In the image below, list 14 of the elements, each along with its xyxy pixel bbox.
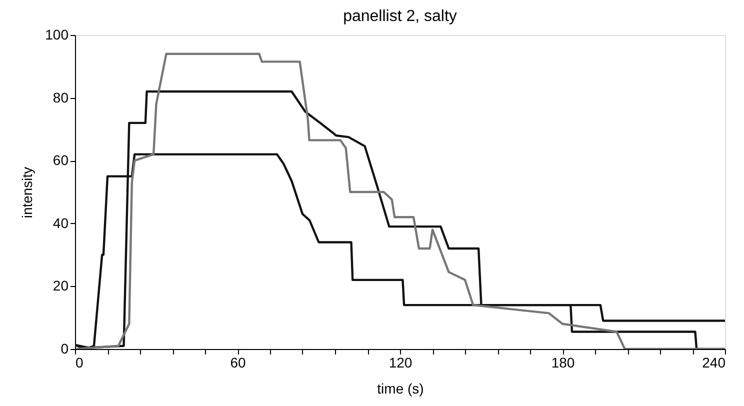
y-tick-label: 100 [45, 26, 69, 42]
y-tick-label: 60 [52, 152, 69, 168]
y-tick-label: 20 [52, 278, 69, 294]
x-tick-label: 120 [388, 354, 412, 370]
x-tick-label: 0 [76, 354, 84, 370]
y-axis-title: intensity [19, 166, 36, 218]
y-tick-label: 0 [60, 340, 69, 356]
x-tick-label: 240 [702, 354, 726, 370]
chart-title: panellist 2, salty [343, 8, 457, 25]
x-axis-title: time (s) [377, 380, 424, 396]
y-tick-label: 40 [52, 214, 69, 231]
x-tick-label: 180 [551, 354, 575, 370]
y-tick-label: 80 [52, 89, 69, 106]
x-tick-label: 60 [230, 354, 246, 370]
